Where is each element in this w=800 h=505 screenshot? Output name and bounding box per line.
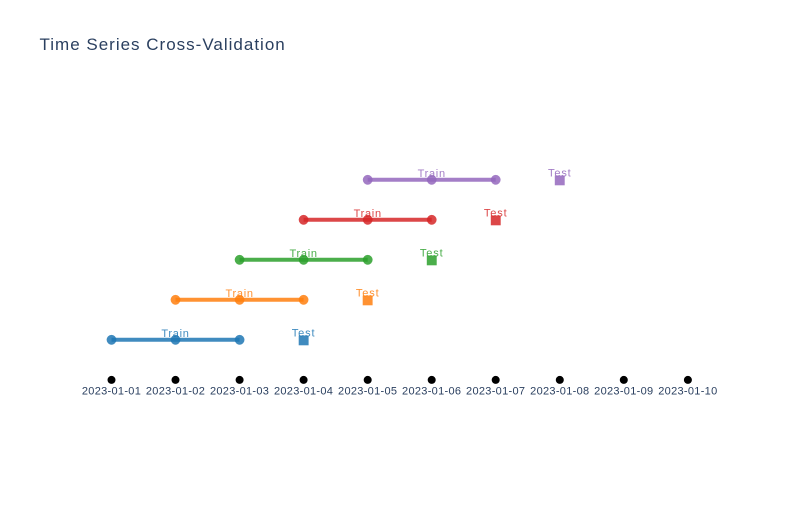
svg-text:Time Series Cross-Validation: Time Series Cross-Validation xyxy=(40,35,286,54)
svg-text:Test: Test xyxy=(292,327,316,339)
svg-text:2023-01-03: 2023-01-03 xyxy=(210,386,269,398)
svg-text:Train: Train xyxy=(354,208,382,220)
svg-text:2023-01-09: 2023-01-09 xyxy=(594,386,653,398)
svg-text:Test: Test xyxy=(356,287,380,299)
svg-text:Test: Test xyxy=(548,167,572,179)
svg-text:Train: Train xyxy=(290,248,318,260)
svg-text:2023-01-05: 2023-01-05 xyxy=(338,386,397,398)
svg-text:Train: Train xyxy=(418,168,446,180)
svg-text:2023-01-10: 2023-01-10 xyxy=(658,386,717,398)
svg-text:2023-01-07: 2023-01-07 xyxy=(466,386,525,398)
svg-text:Test: Test xyxy=(420,247,444,259)
svg-text:2023-01-08: 2023-01-08 xyxy=(530,386,589,398)
svg-text:2023-01-02: 2023-01-02 xyxy=(146,386,205,398)
svg-text:2023-01-04: 2023-01-04 xyxy=(274,386,333,398)
svg-text:2023-01-01: 2023-01-01 xyxy=(82,386,141,398)
svg-text:Train: Train xyxy=(226,288,254,300)
svg-text:Test: Test xyxy=(484,207,508,219)
svg-text:2023-01-06: 2023-01-06 xyxy=(402,386,461,398)
svg-text:Train: Train xyxy=(161,328,189,340)
